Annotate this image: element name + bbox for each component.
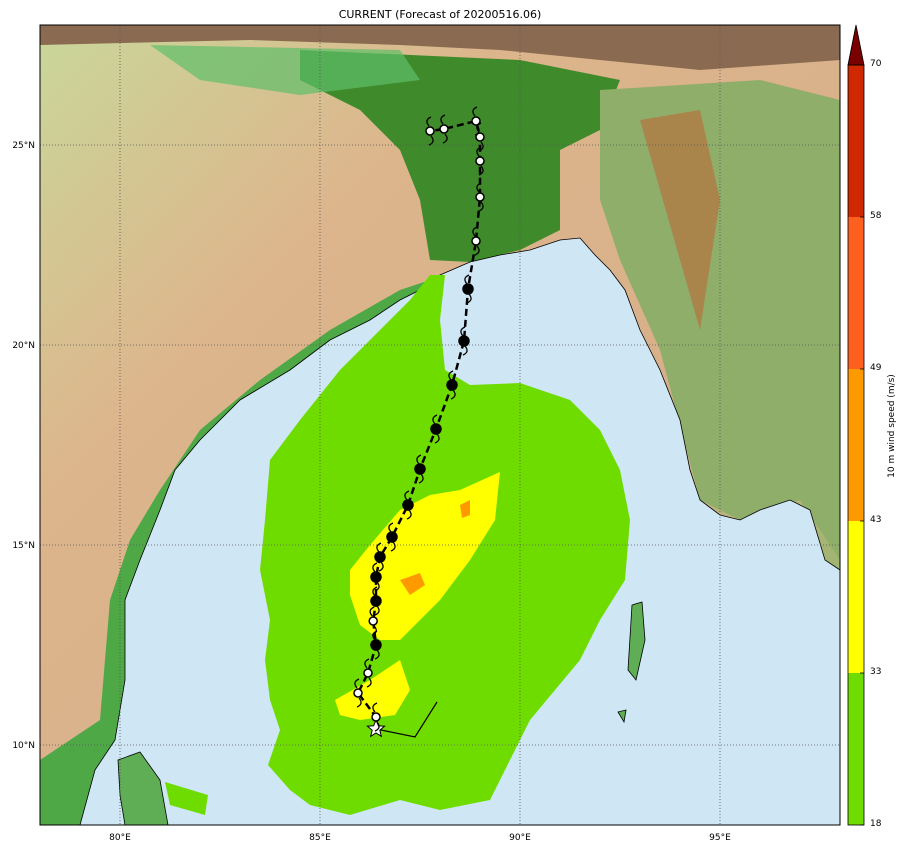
tropical-storm-symbol-icon (475, 146, 485, 176)
axis-ticks: 80°E 85°E 90°E 95°E 25°N 20°N 15°N 10°N (12, 141, 731, 843)
gangetic-lowland (150, 45, 420, 95)
lon-tick-label: 85°E (309, 833, 331, 843)
tropical-storm-symbol-icon (368, 606, 378, 636)
sri-lanka (117, 751, 169, 825)
lat-tick-label: 20°N (12, 341, 35, 351)
colorbar-band (848, 673, 864, 825)
hurricane-symbol-icon (430, 414, 442, 444)
genesis-star-icon (366, 718, 386, 738)
wind-swath-33-43-south (335, 660, 410, 720)
colorbar-extend-arrow (847, 24, 865, 66)
tropical-storm-symbol-icon (363, 658, 373, 688)
hurricane-symbol-icon (446, 370, 458, 400)
map-frame (39, 24, 841, 826)
hurricane-symbol-icon (370, 630, 382, 660)
hurricane-symbol-icon (458, 326, 470, 356)
andaman-islands (627, 601, 646, 681)
hurricane-symbol-icon (370, 562, 382, 592)
tropical-storm-symbol-icon (471, 226, 481, 256)
hurricane-symbol-icon (462, 274, 474, 304)
wind-swath-43-49 (400, 573, 425, 595)
tropical-storm-symbol-icon (439, 114, 449, 144)
colorbar-tick-label: 49 (870, 363, 882, 373)
tropical-storm-symbol-icon (475, 182, 485, 212)
tropical-storm-symbol-icon (353, 678, 363, 708)
hurricane-symbol-icon (374, 542, 386, 572)
lon-tick-label: 95°E (709, 833, 731, 843)
colorbar-band (848, 217, 864, 369)
colorbar-tick-label: 33 (870, 667, 882, 677)
colorbar-tick-label: 18 (870, 819, 882, 829)
tropical-storm-symbol-icon (471, 106, 481, 136)
nicobar-island (617, 709, 627, 724)
colorbar-band (848, 369, 864, 521)
hurricane-symbol-icon (370, 586, 382, 616)
colorbar-tick-label: 43 (870, 515, 882, 525)
tropical-storm-symbol-icon (425, 116, 435, 146)
lat-tick-label: 15°N (12, 541, 35, 551)
colorbar (847, 24, 865, 826)
graticule (40, 25, 840, 825)
lon-tick-label: 90°E (509, 833, 531, 843)
track-line-extra (375, 701, 438, 738)
ganges-plain (300, 50, 620, 262)
myanmar-ridges (640, 110, 720, 330)
wind-swath-18-33-west (165, 782, 208, 815)
forecast-track (353, 106, 485, 738)
lon-tick-label: 80°E (109, 833, 131, 843)
lat-tick-label: 25°N (12, 141, 35, 151)
colorbar-band (848, 65, 864, 217)
colorbar-frame (847, 64, 865, 826)
colorbar-tick-label: 58 (870, 211, 882, 221)
hurricane-symbol-icon (414, 454, 426, 484)
hurricane-symbol-icon (386, 522, 398, 552)
colorbar-label: 10 m wind speed (m/s) (887, 374, 897, 478)
map-title: CURRENT (Forecast of 20200516.06) (338, 8, 542, 21)
wind-swath-43-49-north (460, 500, 470, 518)
colorbar-band (848, 521, 864, 673)
hurricane-symbol-icon (402, 490, 414, 520)
himalaya-terrain (40, 25, 840, 70)
east-coast-green (40, 280, 430, 825)
tropical-storm-symbol-icon (371, 702, 381, 732)
lat-tick-label: 10°N (12, 741, 35, 751)
colorbar-tick-label: 70 (870, 59, 882, 69)
